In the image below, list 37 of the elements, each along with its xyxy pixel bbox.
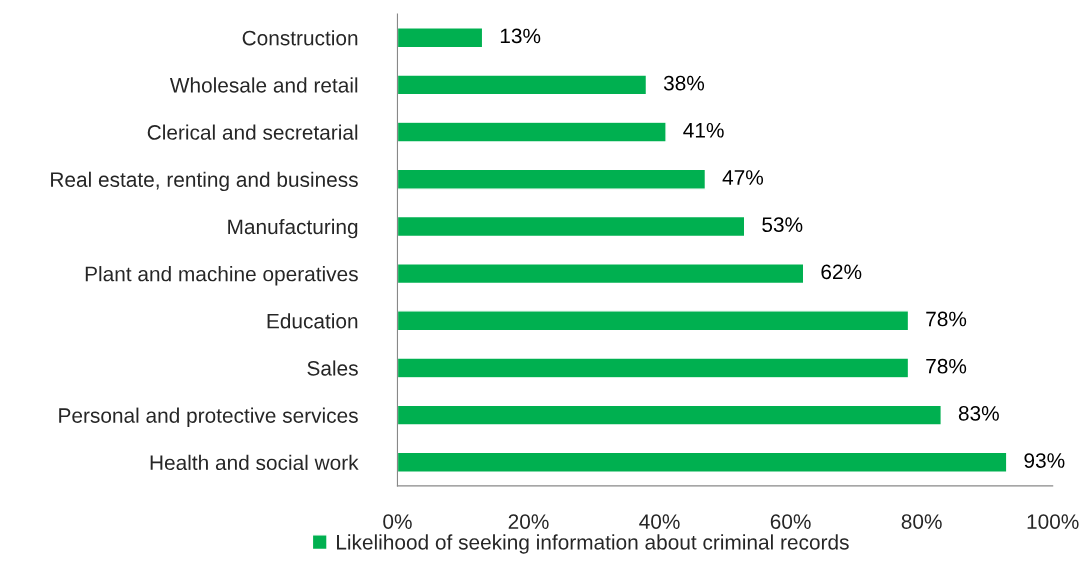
y-tick-label: Education [267,313,358,329]
y-tick-label: Manufacturing [228,218,358,239]
data-label: 53% [762,217,803,233]
y-tick-label: Sales [307,360,358,376]
bar [397,74,648,96]
x-tick-label: 0% [383,514,412,529]
bar [397,121,667,143]
y-tick-label: Health and social work [150,454,359,471]
x-tick-label: 20% [508,514,549,529]
y-tick-label: Personal and protective services [59,407,358,428]
data-label: 38% [663,75,705,91]
bar [397,357,910,379]
bar [397,168,707,190]
bar [397,262,805,285]
data-label: 41% [683,123,724,138]
x-tick-label: 60% [770,514,811,529]
bar [397,404,942,426]
data-label: 13% [500,28,541,44]
y-tick-label: Real estate, renting and business [51,171,358,192]
bar [397,27,484,49]
data-label: 47% [722,170,764,185]
bar [397,310,910,332]
data-label: 93% [1024,453,1065,468]
y-tick-label: Clerical and secretarial [147,124,358,140]
bar [397,215,746,238]
y-tick-label: Construction [242,30,358,46]
x-tick-label: 100% [1027,514,1079,529]
y-tick-label: Plant and machine operatives [85,266,358,286]
y-tick-label: Wholesale and retail [169,77,358,93]
x-tick-label: 40% [639,514,680,529]
bar [397,451,1008,473]
data-label: 78% [926,311,967,327]
data-label: 83% [958,405,999,421]
data-label: 78% [926,358,967,374]
data-label: 62% [821,264,862,280]
x-tick-label: 80% [901,514,942,529]
legend-label: Likelihood of seeking information about criminal records [337,534,849,554]
